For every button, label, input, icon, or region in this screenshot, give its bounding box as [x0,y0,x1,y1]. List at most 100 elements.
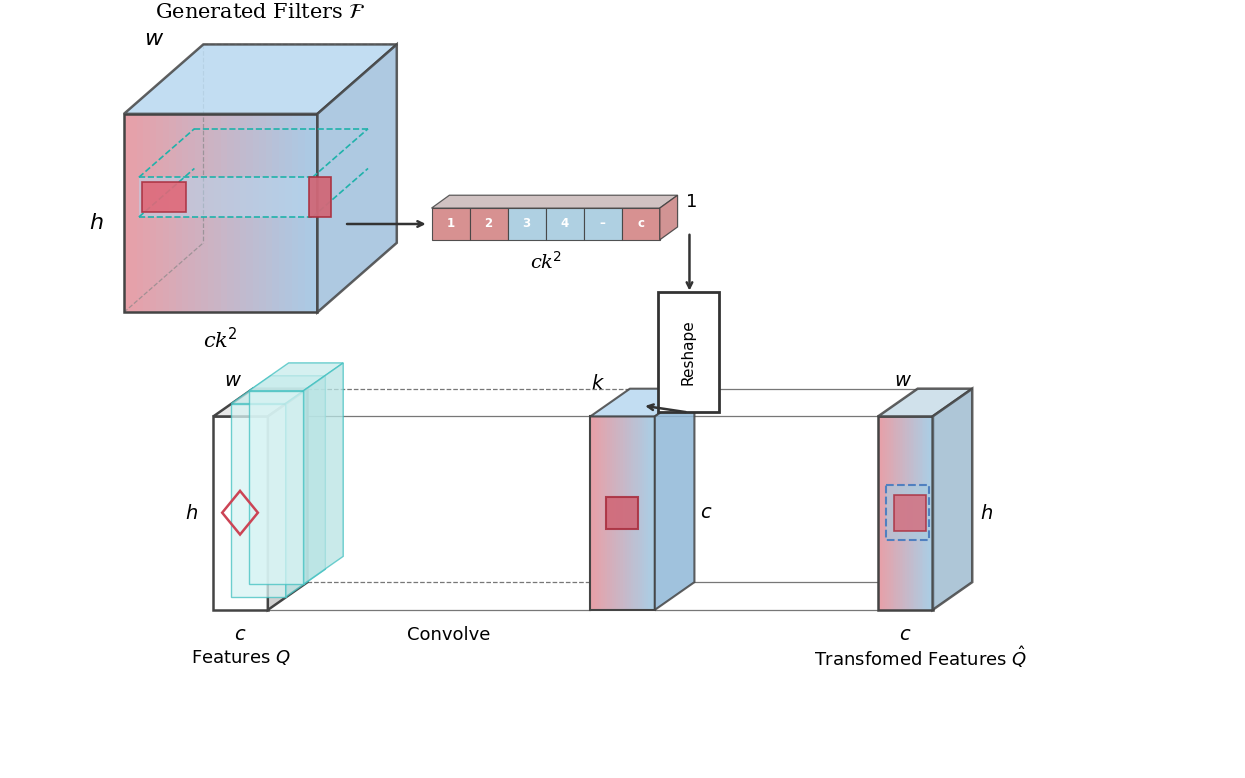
Polygon shape [593,416,595,610]
Polygon shape [603,416,606,610]
Polygon shape [908,416,909,610]
Polygon shape [620,416,622,610]
Text: Features $Q$: Features $Q$ [190,648,290,667]
Polygon shape [928,416,930,610]
Polygon shape [182,114,189,312]
Polygon shape [234,114,240,312]
FancyBboxPatch shape [657,293,720,412]
Polygon shape [596,416,599,610]
Polygon shape [894,495,925,531]
Text: $w$: $w$ [143,29,164,51]
Polygon shape [508,209,547,240]
Polygon shape [253,114,260,312]
Polygon shape [249,391,304,584]
Polygon shape [889,416,891,610]
Polygon shape [619,416,621,610]
Polygon shape [432,209,471,240]
Polygon shape [599,416,601,610]
Polygon shape [652,416,655,610]
Polygon shape [878,389,972,416]
Polygon shape [913,416,915,610]
Polygon shape [626,416,630,610]
Polygon shape [149,114,157,312]
Polygon shape [893,416,895,610]
Polygon shape [625,416,627,610]
Polygon shape [655,389,695,610]
Polygon shape [285,376,325,597]
Polygon shape [925,416,928,610]
Polygon shape [213,416,268,610]
Polygon shape [649,416,651,610]
Polygon shape [156,114,163,312]
Polygon shape [137,114,143,312]
Text: ck$^2$: ck$^2$ [203,328,238,352]
Polygon shape [268,389,308,610]
Polygon shape [266,114,273,312]
Polygon shape [601,416,604,610]
Text: $w$: $w$ [224,372,242,390]
Polygon shape [918,416,920,610]
Polygon shape [933,389,972,610]
Text: 3: 3 [523,218,530,230]
Polygon shape [622,416,625,610]
Polygon shape [273,114,279,312]
Polygon shape [642,416,645,610]
Polygon shape [432,195,677,209]
Polygon shape [285,114,293,312]
Polygon shape [545,209,584,240]
Polygon shape [924,416,926,610]
Text: $h$: $h$ [88,212,103,234]
Polygon shape [611,416,614,610]
Polygon shape [311,114,317,312]
Polygon shape [916,416,919,610]
Text: Generated Filters $\mathcal{F}$: Generated Filters $\mathcal{F}$ [154,3,366,22]
Polygon shape [888,416,889,610]
Text: $c$: $c$ [899,626,911,643]
Polygon shape [305,114,311,312]
Polygon shape [890,416,893,610]
Polygon shape [240,114,247,312]
Polygon shape [900,416,903,610]
Polygon shape [208,114,214,312]
Polygon shape [139,177,312,217]
Polygon shape [131,114,137,312]
Polygon shape [629,416,631,610]
Text: 4: 4 [560,218,569,230]
Text: 2: 2 [484,218,493,230]
Polygon shape [886,485,929,541]
Polygon shape [606,497,637,528]
Polygon shape [220,114,228,312]
Polygon shape [202,114,208,312]
Polygon shape [640,416,642,610]
Polygon shape [188,114,195,312]
Polygon shape [213,389,308,416]
Polygon shape [310,177,331,217]
Polygon shape [634,416,636,610]
Polygon shape [142,182,187,212]
Polygon shape [590,416,593,610]
Polygon shape [227,114,234,312]
Polygon shape [595,416,598,610]
Text: Convolve: Convolve [407,626,491,643]
Polygon shape [124,44,397,114]
Text: –: – [600,218,605,230]
Polygon shape [143,114,151,312]
Polygon shape [644,416,646,610]
Text: $k$: $k$ [590,374,605,393]
Polygon shape [124,114,131,312]
Polygon shape [650,416,654,610]
Polygon shape [469,209,508,240]
Text: Transfomed Features $\hat{Q}$: Transfomed Features $\hat{Q}$ [813,645,1027,671]
Polygon shape [896,416,899,610]
Polygon shape [195,114,202,312]
Text: 1: 1 [686,193,697,211]
Polygon shape [259,114,266,312]
Polygon shape [614,416,616,610]
Polygon shape [878,416,880,610]
Polygon shape [881,416,884,610]
Polygon shape [616,416,619,610]
Polygon shape [898,416,900,610]
Polygon shape [169,114,176,312]
Polygon shape [608,416,610,610]
Polygon shape [901,416,904,610]
